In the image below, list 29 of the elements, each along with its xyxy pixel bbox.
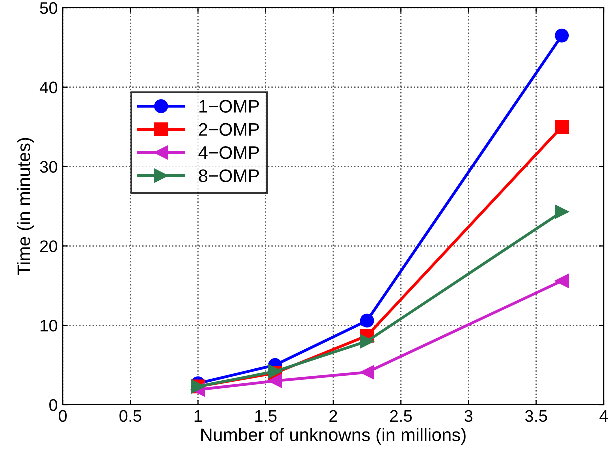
point — [360, 334, 374, 348]
x-tick-label: 3.5 — [525, 410, 548, 422]
point — [555, 274, 570, 288]
y-tick-label: 0 — [50, 399, 58, 412]
legend-label: 2−OMP — [199, 123, 260, 136]
y-tick-label: 10 — [40, 320, 58, 332]
x-tick-label: 0 — [59, 410, 67, 422]
y-axis-title: Time (in minutes) — [17, 138, 34, 276]
point — [555, 28, 570, 43]
x-tick-label: 4 — [600, 410, 608, 422]
legend-label: 8−OMP — [199, 170, 260, 182]
x-tick-label: 3 — [464, 410, 473, 422]
y-tick-label: 40 — [40, 82, 58, 94]
point — [555, 205, 570, 220]
point — [268, 374, 282, 388]
y-tick-label: 20 — [40, 240, 58, 252]
y-tick-label: 50 — [40, 2, 58, 14]
point — [360, 314, 374, 328]
x-tick-label: 0.5 — [120, 410, 142, 422]
x-tick-label: 2.5 — [390, 410, 412, 422]
x-tick-label: 1.5 — [256, 410, 277, 422]
legend-label: 1−OMP — [200, 100, 260, 113]
x-axis-title: Number of unknowns (in millions) — [202, 428, 466, 445]
x-tick-label: 1 — [194, 410, 202, 422]
legend-label: 4−OMP — [198, 146, 260, 160]
x-tick-label: 2 — [330, 410, 338, 422]
point — [555, 120, 570, 134]
y-tick-label: 30 — [40, 161, 58, 174]
point — [360, 366, 374, 380]
